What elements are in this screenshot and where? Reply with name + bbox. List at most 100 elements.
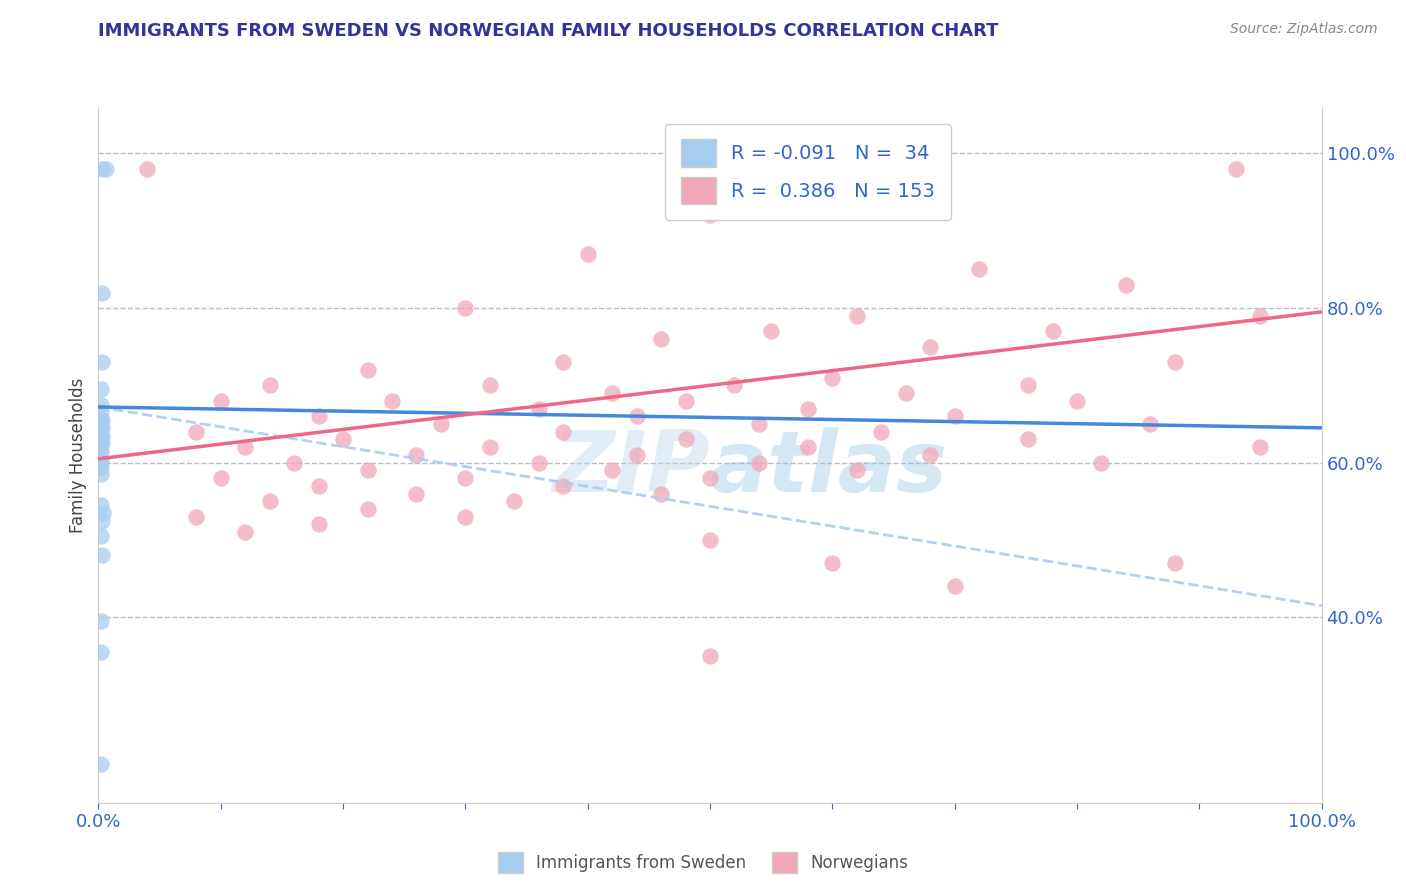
Point [308, 409, 330, 424]
Point [967, 262, 990, 277]
Point [90, 428, 112, 442]
Point [1139, 417, 1161, 431]
Point [699, 648, 721, 663]
Point [91, 514, 114, 528]
Point [1225, 161, 1247, 176]
Point [91, 549, 114, 563]
Point [90, 398, 112, 412]
Text: Source: ZipAtlas.com: Source: ZipAtlas.com [1230, 22, 1378, 37]
Point [91, 413, 114, 427]
Point [626, 448, 648, 462]
Point [920, 340, 942, 354]
Point [553, 479, 575, 493]
Point [478, 440, 501, 454]
Point [89, 421, 111, 435]
Point [259, 378, 281, 392]
Point [186, 425, 208, 439]
Point [308, 517, 330, 532]
Point [356, 463, 378, 477]
Point [356, 363, 378, 377]
Point [405, 486, 427, 500]
Point [1017, 433, 1039, 447]
Point [405, 448, 427, 462]
Point [723, 378, 745, 392]
Point [870, 425, 893, 439]
Text: ZIP: ZIP [553, 427, 710, 510]
Point [600, 463, 623, 477]
Point [454, 509, 477, 524]
Point [699, 471, 721, 485]
Point [90, 444, 112, 458]
Y-axis label: Family Households: Family Households [69, 377, 87, 533]
Point [1066, 393, 1088, 408]
Point [1164, 556, 1187, 570]
Point [761, 324, 783, 338]
Point [1017, 378, 1039, 392]
Point [91, 285, 114, 300]
Point [91, 161, 114, 176]
Point [699, 533, 721, 547]
Point [90, 645, 112, 659]
Point [90, 413, 112, 427]
Point [94, 161, 117, 176]
Point [576, 247, 599, 261]
Point [89, 451, 111, 466]
Point [943, 579, 966, 593]
Point [89, 428, 111, 442]
Point [91, 436, 114, 450]
Point [894, 386, 917, 401]
Point [90, 529, 112, 543]
Point [675, 393, 697, 408]
Point [845, 309, 868, 323]
Point [91, 506, 114, 520]
Point [90, 421, 112, 435]
Point [259, 494, 281, 508]
Point [90, 614, 112, 628]
Point [381, 393, 404, 408]
Point [89, 436, 111, 450]
Point [748, 456, 770, 470]
Text: IMMIGRANTS FROM SWEDEN VS NORWEGIAN FAMILY HOUSEHOLDS CORRELATION CHART: IMMIGRANTS FROM SWEDEN VS NORWEGIAN FAMI… [98, 22, 998, 40]
Point [553, 425, 575, 439]
Point [233, 440, 256, 454]
Point [553, 355, 575, 369]
Point [943, 409, 966, 424]
Point [821, 370, 844, 384]
Point [90, 382, 112, 396]
Point [91, 428, 114, 442]
Point [527, 401, 550, 416]
Point [283, 456, 305, 470]
Point [356, 502, 378, 516]
Point [1164, 355, 1187, 369]
Point [91, 355, 114, 369]
Point [797, 440, 820, 454]
Point [650, 486, 672, 500]
Legend: Immigrants from Sweden, Norwegians: Immigrants from Sweden, Norwegians [492, 846, 914, 880]
Point [748, 417, 770, 431]
Point [89, 413, 111, 427]
Point [920, 448, 942, 462]
Point [821, 556, 844, 570]
Point [90, 436, 112, 450]
Point [91, 421, 114, 435]
Point [136, 161, 159, 176]
Point [478, 378, 501, 392]
Legend: R = -0.091   N =  34, R =  0.386   N = 153: R = -0.091 N = 34, R = 0.386 N = 153 [665, 124, 950, 219]
Point [90, 405, 112, 419]
Point [186, 509, 208, 524]
Point [90, 467, 112, 482]
Point [1115, 277, 1137, 292]
Point [503, 494, 526, 508]
Point [600, 386, 623, 401]
Point [797, 401, 820, 416]
Text: atlas: atlas [710, 427, 948, 510]
Point [332, 433, 354, 447]
Point [308, 479, 330, 493]
Point [626, 409, 648, 424]
Point [209, 393, 232, 408]
Point [650, 332, 672, 346]
Point [845, 463, 868, 477]
Point [430, 417, 453, 431]
Point [1090, 456, 1112, 470]
Point [527, 456, 550, 470]
